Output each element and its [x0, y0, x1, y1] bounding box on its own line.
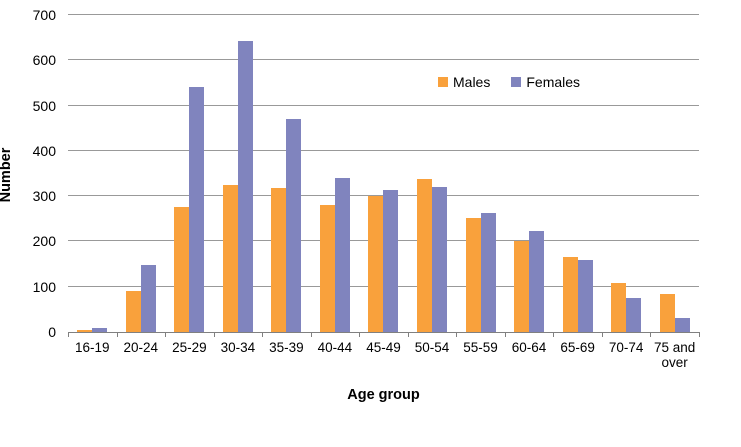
bar-females-75-and-over — [674, 318, 690, 332]
y-tick-label-300: 300 — [32, 188, 56, 205]
bar-females-70-74 — [626, 297, 642, 332]
x-axis-tick-mark — [699, 333, 700, 337]
bar-group-25-29 — [165, 15, 214, 332]
bar-group-55-59 — [456, 15, 505, 332]
bar-group-50-54 — [408, 15, 457, 332]
x-axis-tick-mark — [311, 333, 312, 337]
bar-males-30-34 — [222, 185, 238, 332]
bar-females-45-49 — [383, 190, 399, 332]
bar-females-55-59 — [480, 212, 496, 332]
x-axis-tick-mark — [359, 333, 360, 337]
legend-label-females: Females — [526, 74, 581, 90]
bar-group-16-19 — [68, 15, 117, 332]
bar-females-30-34 — [237, 40, 253, 332]
y-tick-label-200: 200 — [32, 233, 56, 250]
x-tick-label-65-69: 65-69 — [560, 340, 595, 355]
legend-item-males: Males — [438, 75, 490, 89]
gridline-700 — [68, 14, 699, 15]
x-axis-title: Age group — [347, 387, 420, 403]
x-axis-tick-mark — [165, 333, 166, 337]
bar-males-60-64 — [514, 241, 530, 332]
bar-females-50-54 — [431, 187, 447, 332]
bar-males-25-29 — [174, 206, 190, 332]
bar-males-65-69 — [562, 256, 578, 332]
bar-females-20-24 — [140, 264, 156, 332]
x-axis-tick-mark — [262, 333, 263, 337]
y-tick-label-600: 600 — [32, 52, 56, 69]
x-tick-label-25-29: 25-29 — [172, 340, 207, 355]
x-axis-tick-mark — [408, 333, 409, 337]
bar-females-60-64 — [529, 231, 545, 332]
x-axis-tick-mark — [68, 333, 69, 337]
bar-group-20-24 — [117, 15, 166, 332]
bar-males-16-19 — [77, 329, 93, 332]
gridline-400 — [68, 149, 699, 151]
bar-males-45-49 — [368, 196, 384, 332]
legend: Males Females — [438, 75, 580, 89]
x-axis-tick-mark — [553, 333, 554, 337]
bar-group-40-44 — [311, 15, 360, 332]
bar-group-35-39 — [262, 15, 311, 332]
x-axis-tick-labels: 16-19 20-24 25-29 30-34 35-39 40-44 45-49 50-54… — [68, 340, 699, 370]
bar-group-60-64 — [505, 15, 554, 332]
y-tick-label-100: 100 — [32, 278, 56, 295]
x-tick-label-55-59: 55-59 — [463, 340, 498, 355]
x-tick-label-16-19: 16-19 — [75, 340, 110, 355]
y-tick-label-700: 700 — [32, 7, 56, 23]
legend-swatch-females — [511, 77, 522, 87]
legend-swatch-males — [438, 77, 448, 87]
legend-label-males: Males — [453, 74, 491, 90]
bar-males-20-24 — [125, 291, 141, 332]
x-axis-tick-mark — [456, 333, 457, 337]
y-tick-label-500: 500 — [32, 97, 56, 114]
x-axis-tick-mark — [650, 333, 651, 337]
x-tick-label-35-39: 35-39 — [269, 340, 304, 355]
bar-females-35-39 — [286, 119, 302, 332]
y-tick-label-400: 400 — [32, 142, 56, 159]
bar-males-75-and-over — [659, 294, 675, 332]
x-axis-tick-mark — [214, 333, 215, 337]
bar-females-65-69 — [577, 260, 593, 332]
bar-males-35-39 — [271, 188, 287, 332]
y-axis-title: Number — [0, 147, 14, 203]
bar-group-45-49 — [359, 15, 408, 332]
bar-females-16-19 — [92, 328, 108, 332]
bar-group-30-34 — [214, 15, 263, 332]
gridline-500 — [68, 104, 699, 106]
x-tick-label-75-and-over: 75 and over — [653, 340, 696, 370]
bar-males-55-59 — [465, 218, 481, 332]
bar-group-65-69 — [553, 15, 602, 332]
bar-females-25-29 — [189, 87, 205, 332]
bar-females-40-44 — [334, 178, 350, 332]
x-tick-label-50-54: 50-54 — [414, 340, 450, 355]
bar-group-70-74 — [602, 15, 651, 332]
legend-item-females: Females — [511, 75, 580, 89]
plot-area — [68, 14, 699, 332]
bar-group-75-and-over — [650, 15, 699, 332]
x-axis-line — [68, 332, 700, 333]
x-tick-label-70-74: 70-74 — [608, 340, 644, 355]
x-axis-tick-mark — [602, 333, 603, 337]
bar-males-70-74 — [611, 282, 627, 332]
gridline-600 — [68, 59, 699, 61]
x-tick-label-60-64: 60-64 — [511, 340, 547, 355]
x-tick-label-40-44: 40-44 — [317, 340, 353, 355]
x-tick-label-45-49: 45-49 — [366, 340, 401, 355]
bar-males-50-54 — [416, 179, 432, 332]
x-tick-label-20-24: 20-24 — [123, 340, 159, 355]
bar-males-40-44 — [319, 205, 335, 332]
x-tick-label-30-34: 30-34 — [220, 340, 256, 355]
bar-groups — [68, 15, 699, 332]
y-tick-label-0: 0 — [48, 324, 56, 340]
x-axis-tick-mark — [117, 333, 118, 337]
x-axis-tick-mark — [505, 333, 506, 337]
